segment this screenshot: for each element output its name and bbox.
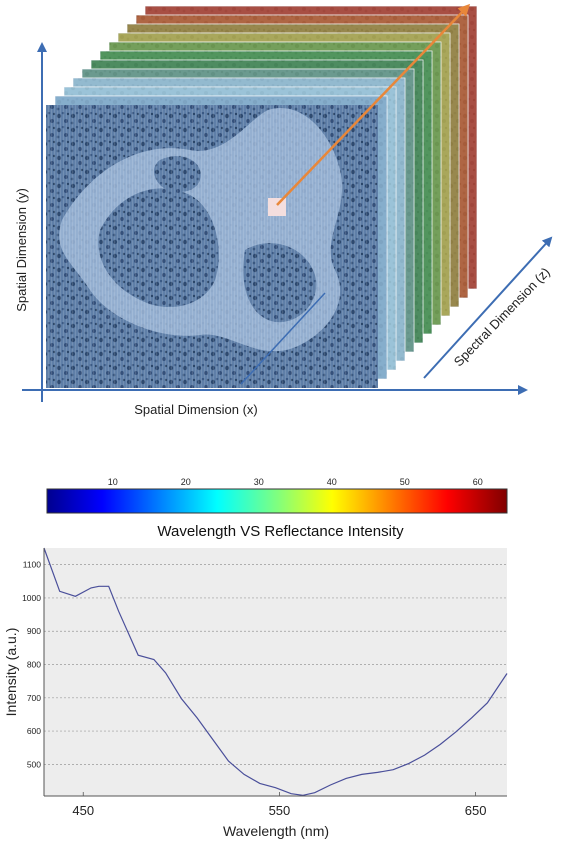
series-line	[43, 547, 508, 796]
scan-lines	[46, 105, 378, 388]
spectrum-arrow	[276, 3, 471, 206]
selected-pixel	[268, 198, 286, 216]
y-axis-label: Intensity (a.u.)	[3, 628, 19, 717]
y-tick-label: 1000	[22, 593, 41, 603]
colorbar-tick-label: 50	[400, 477, 410, 487]
y-tick-label: 900	[27, 626, 41, 636]
colorbar-tick-label: 40	[327, 477, 337, 487]
x-axis-label: Wavelength (nm)	[223, 823, 329, 839]
colorbar-tick-label: 30	[254, 477, 264, 487]
y-tick-label: 1100	[23, 560, 42, 570]
y-tick-label: 600	[27, 726, 41, 736]
colorbar-tick-label: 60	[473, 477, 483, 487]
colorbar-tick-label: 20	[181, 477, 191, 487]
y-tick-label: 800	[27, 660, 41, 670]
line-chart: 500 600 700 800 900 1000 1100 450 550 650 Intens…	[3, 547, 508, 839]
x-tick-label: 550	[269, 803, 291, 818]
chart-grid	[44, 564, 507, 765]
x-tick-label: 450	[72, 803, 94, 818]
y-tick-labels: 500 600 700 800 900 1000 1100	[22, 560, 41, 770]
z-axis-arrow	[423, 236, 553, 379]
hyperspectral-cube-diagram: Spatial Dimension (y) Spatial Dimension …	[14, 3, 553, 417]
x-tick-labels: 450 550 650	[72, 792, 486, 818]
colorbar-gradient	[46, 488, 508, 514]
front-image-layer	[46, 105, 378, 388]
y-tick-label: 700	[27, 693, 41, 703]
colorbar-tick-label: 10	[108, 477, 118, 487]
plot-area	[44, 548, 507, 796]
label-spatial-y: Spatial Dimension (y)	[14, 188, 29, 312]
x-tick-label: 650	[465, 803, 487, 818]
y-tick-label: 500	[27, 759, 41, 769]
colorbar: 10 20 30 40 50 60	[0, 470, 561, 520]
label-spatial-x: Spatial Dimension (x)	[134, 402, 258, 417]
chart-title: Wavelength VS Reflectance Intensity	[157, 523, 404, 540]
colorbar-svg: 10 20 30 40 50 60	[46, 477, 508, 514]
depth-line	[240, 292, 326, 385]
